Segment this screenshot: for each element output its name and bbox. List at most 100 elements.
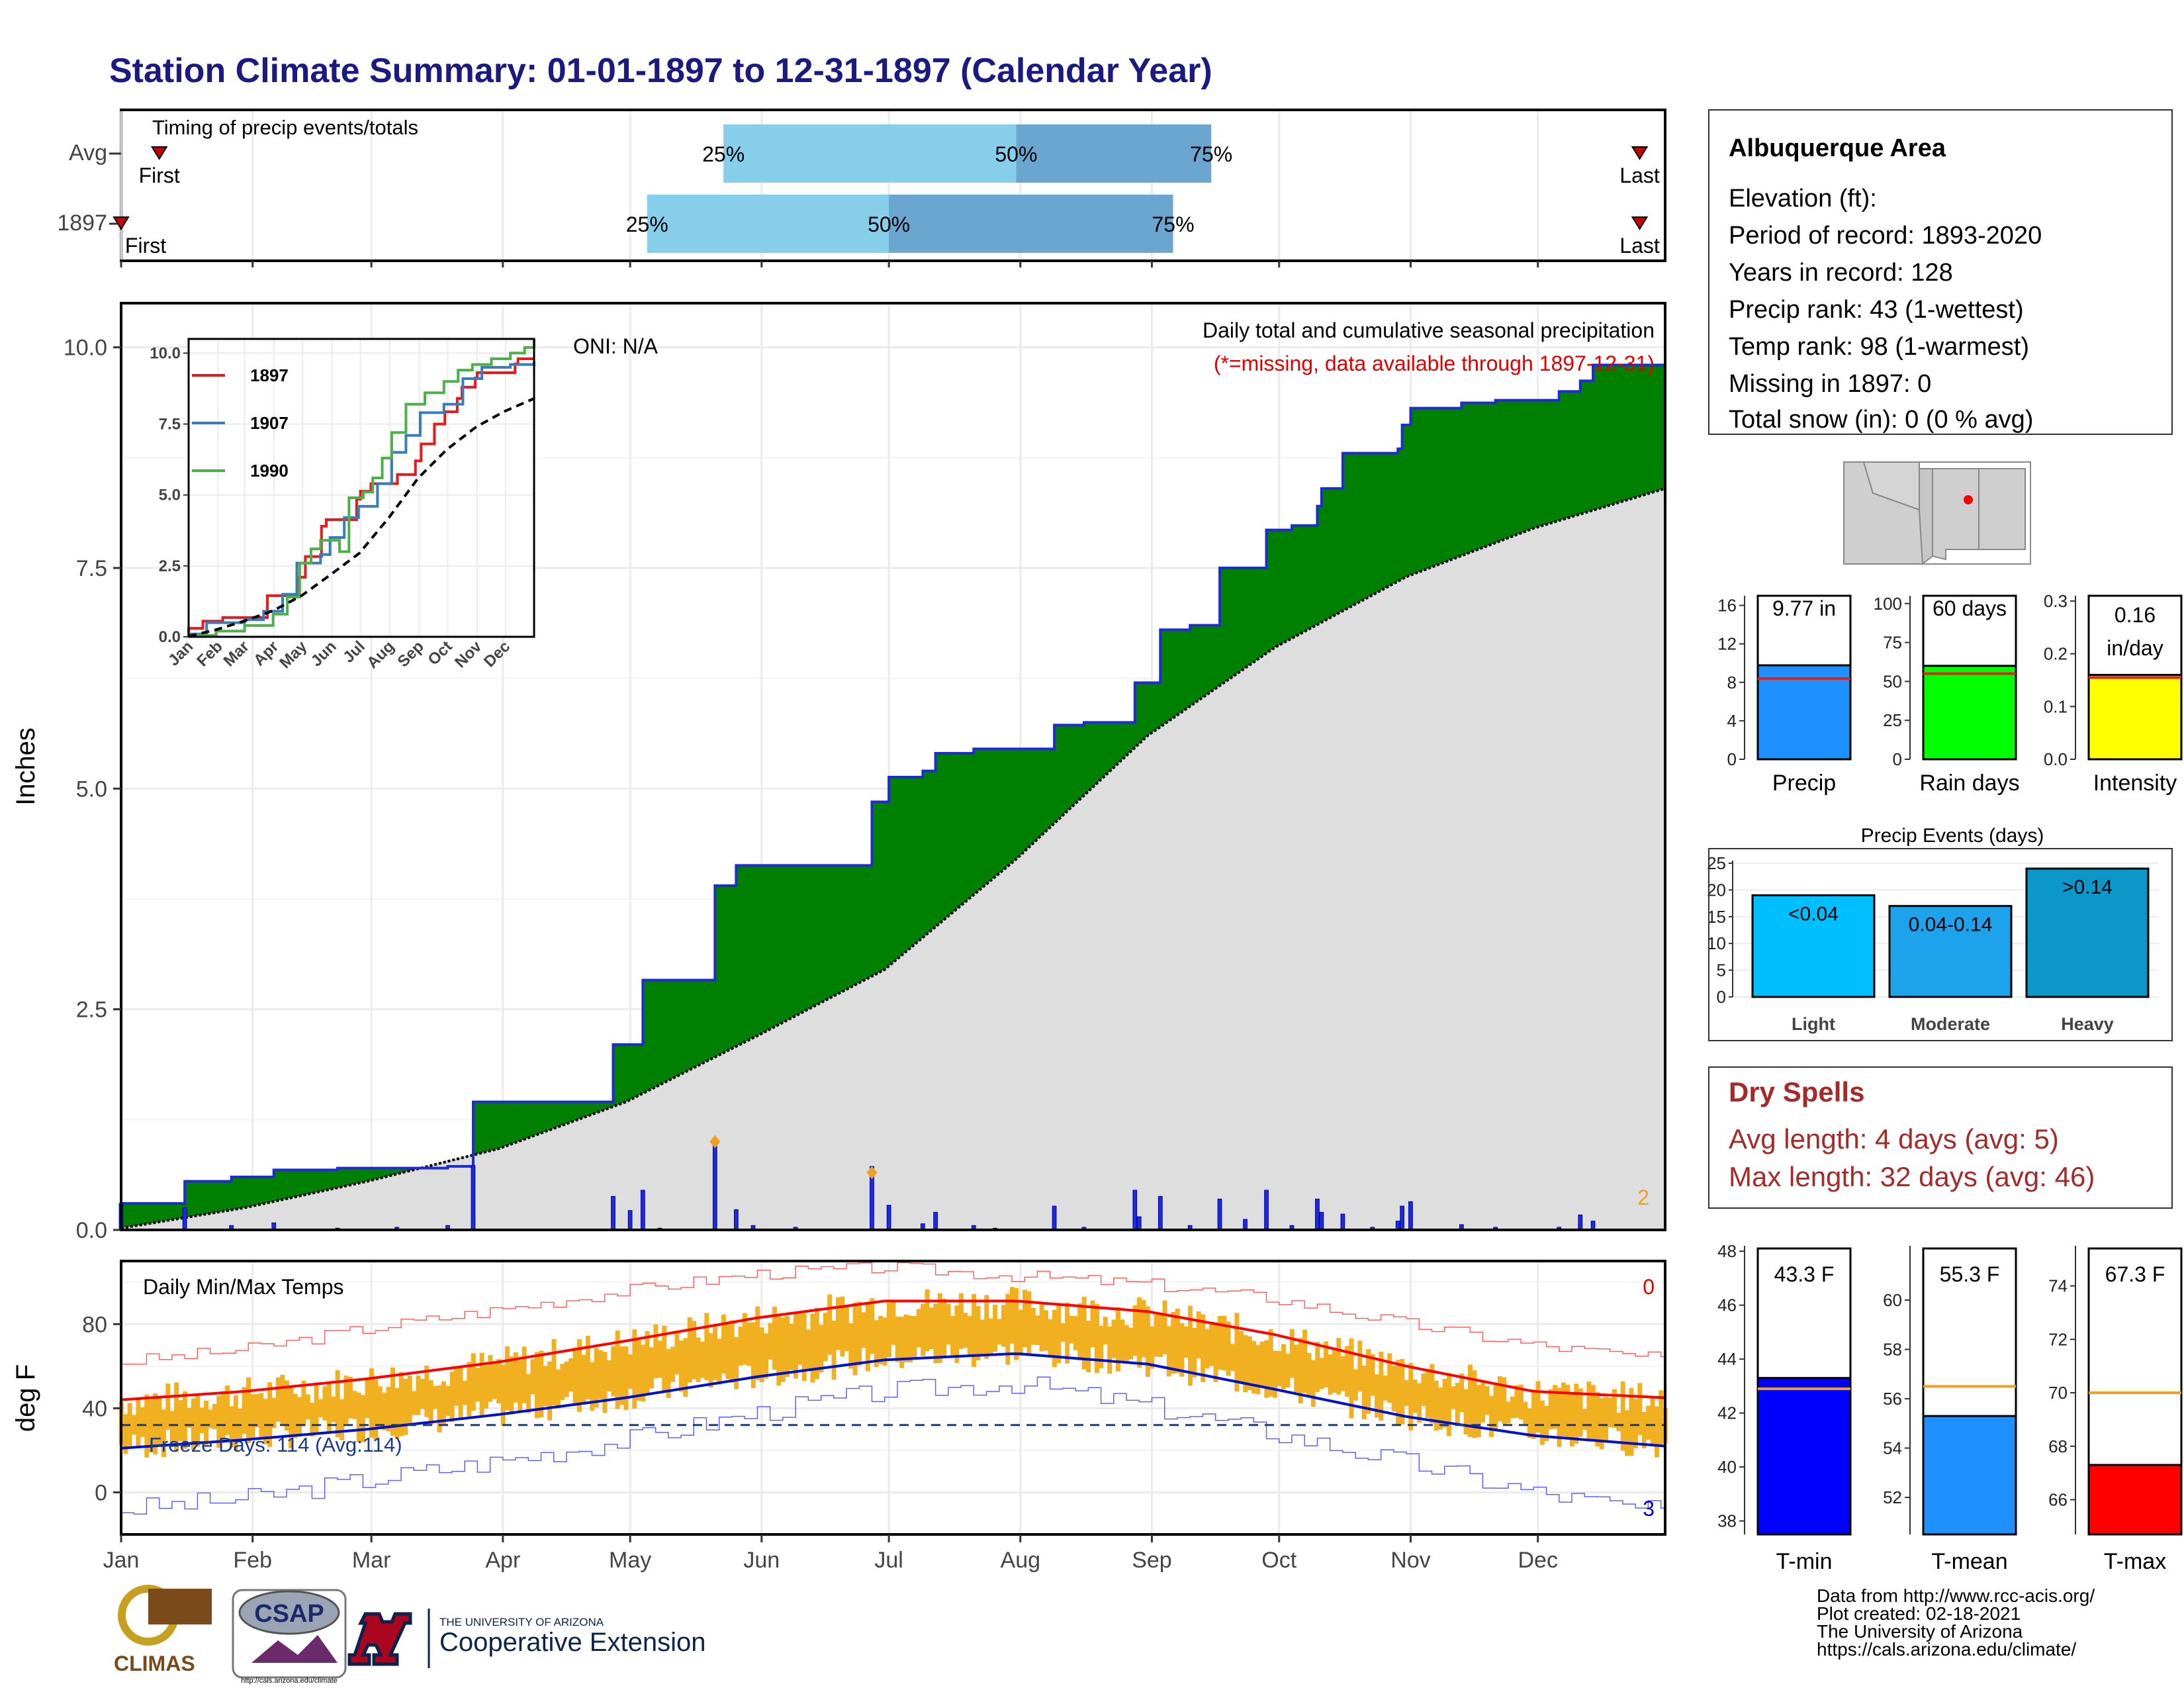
daily-temp-bar (263, 1399, 268, 1444)
above-average-area (863, 865, 868, 981)
daily-temp-bar (1659, 1390, 1664, 1445)
stat-y-tick-label: 25 (1883, 710, 1902, 730)
above-average-area (1423, 408, 1428, 571)
above-average-area (795, 865, 800, 1017)
daily-temp-bar (216, 1395, 222, 1448)
inset-lines (187, 339, 535, 638)
daily-temp-bar (140, 1407, 145, 1437)
daily-temp-bar (449, 1372, 455, 1423)
daily-temp-bar (674, 1331, 680, 1375)
daily-temp-bar (572, 1347, 578, 1407)
daily-precip-bar (1408, 1201, 1413, 1231)
daily-temp-bar (1633, 1399, 1638, 1449)
daily-temp-bar (1467, 1364, 1473, 1437)
above-average-area (1529, 400, 1534, 530)
climas-mountain-icon (148, 1589, 212, 1624)
above-average-area (986, 749, 991, 885)
above-average-area (884, 802, 889, 970)
daily-temp-bar (899, 1317, 905, 1368)
daily-precip-bar (627, 1210, 633, 1231)
stat-y-tick-label: 100 (1874, 594, 1902, 614)
above-average-area (320, 1170, 325, 1192)
daily-temp-bar (912, 1316, 917, 1360)
above-average-area (1156, 682, 1161, 731)
above-average-area (1584, 381, 1589, 514)
daily-precip-bar (1243, 1219, 1248, 1231)
above-average-area (689, 980, 694, 1070)
events-title: Precip Events (days) (1861, 825, 2044, 847)
above-average-area (515, 1102, 520, 1143)
above-average-area (1058, 725, 1064, 820)
station-location-marker (1964, 495, 1973, 504)
daily-temp-bar (1298, 1338, 1303, 1404)
above-average-area (638, 1044, 643, 1096)
daily-temp-bar (797, 1311, 803, 1365)
daily-precip-bar (1217, 1198, 1222, 1231)
above-average-area (1495, 400, 1500, 543)
daily-temp-bar (1154, 1314, 1159, 1357)
events-bar-light (1751, 894, 1876, 998)
above-average-area (765, 865, 770, 1032)
daily-temp-bar (1205, 1329, 1210, 1369)
above-average-area (125, 1203, 130, 1228)
daily-temp-bar (721, 1314, 726, 1374)
daily-temp-bar (1404, 1380, 1409, 1406)
daily-precip-bar (1319, 1211, 1324, 1231)
dry-spells-frame (1708, 1066, 2173, 1209)
above-average-area (858, 865, 864, 984)
daily-temp-bar (458, 1367, 463, 1420)
inset-average-line (188, 397, 535, 638)
daily-temp-bar (335, 1370, 340, 1438)
above-average-area (1465, 402, 1471, 555)
above-average-area (918, 776, 923, 942)
timing-quantile-label: 50% (868, 212, 910, 236)
temp-stat-bar (1922, 1415, 2017, 1536)
daily-temp-bar (1277, 1350, 1282, 1386)
daily-temp-bar (1518, 1384, 1524, 1420)
inset-y-tick-label: 10.0 (150, 344, 181, 362)
daily-temp-bar (526, 1374, 531, 1413)
daily-temp-bar (742, 1313, 747, 1365)
daily-temp-bar (1022, 1289, 1027, 1348)
daily-temp-bar (1226, 1321, 1231, 1376)
above-average-area (1249, 567, 1254, 666)
above-average-area (485, 1102, 490, 1152)
above-average-area (345, 1168, 351, 1186)
daily-temp-bar (1565, 1384, 1570, 1440)
last-event-label: Last (1619, 164, 1660, 187)
last-event-marker-icon (1631, 146, 1649, 160)
above-average-area (1105, 722, 1110, 776)
daily-temp-bar (751, 1322, 756, 1388)
above-average-area (1444, 408, 1449, 563)
above-average-area (706, 980, 711, 1062)
timing-quantile-label: 25% (626, 212, 668, 236)
daily-temp-bar (136, 1397, 141, 1448)
daily-temp-bar (296, 1397, 302, 1437)
oni-label: ONI: N/A (573, 334, 659, 358)
daily-temp-bar (627, 1354, 633, 1389)
info-frame (1708, 109, 2173, 435)
above-average-area (1427, 408, 1432, 569)
daily-temp-bar (1310, 1360, 1316, 1407)
above-average-area (901, 776, 907, 956)
stat-chart-intensity: 0.0 0.1 0.2 0.3 0.16 in/day Intensity (2044, 591, 2183, 796)
daily-temp-bar (1332, 1348, 1337, 1393)
above-average-area (821, 865, 826, 1004)
daily-temp-bar (1259, 1341, 1265, 1386)
timing-title: Timing of precip events/totals (152, 116, 418, 139)
month-label-nov: Nov (1390, 1548, 1430, 1573)
above-average-area (1279, 530, 1284, 646)
daily-temp-bar (615, 1331, 620, 1409)
above-average-area (1261, 567, 1267, 657)
temp-stat-y-tick-label: 44 (1717, 1349, 1737, 1369)
above-average-area (1101, 722, 1106, 780)
daily-temp-bar (1069, 1315, 1074, 1344)
daily-temp-bar (585, 1335, 590, 1399)
above-average-area (1504, 400, 1509, 540)
daily-temp-bar (547, 1361, 553, 1421)
month-label-jul: Jul (874, 1548, 903, 1573)
above-average-area (218, 1181, 224, 1213)
daily-temp-bar (835, 1297, 841, 1350)
above-average-area (549, 1102, 555, 1131)
